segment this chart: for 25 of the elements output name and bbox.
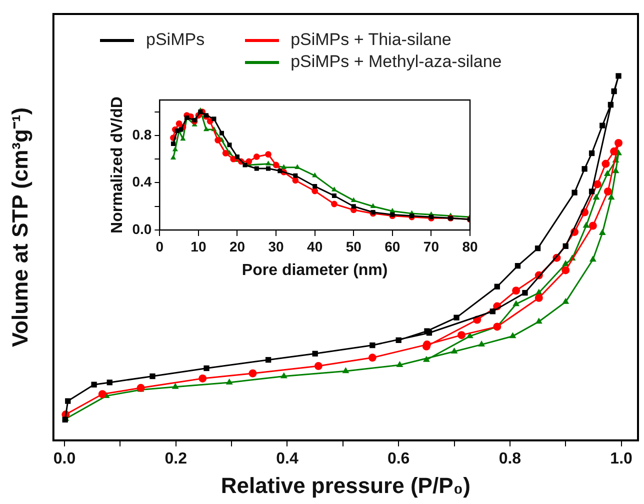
x-axis-title: Relative pressure (P/P₀) [220,472,470,498]
x-tick-label: 50 [346,238,362,254]
y-tick-label: 0.0 [132,220,152,237]
x-tick-label: 0.2 [164,450,188,468]
legend-label: pSiMPs + Methyl-aza-silane [290,52,502,72]
y-axis-title: Volume at STP (cm³g⁻¹) [7,107,32,348]
y-axis-title: Normalized dV/dD [109,96,126,234]
x-tick-label: 0.4 [276,450,298,468]
x-tick-label: 20 [229,238,246,254]
x-tick-label: 0.6 [387,450,410,468]
x-tick-label: 0.0 [53,450,76,468]
x-tick-label: 0.8 [498,450,522,468]
x-tick-label: 80 [462,238,478,254]
x-tick-label: 0 [156,238,164,254]
x-tick-label: 60 [384,238,400,254]
legend-label: pSiMPs [146,30,205,50]
x-tick-label: 40 [307,238,323,254]
y-tick-label: 0.4 [132,174,152,190]
y-tick-label: 0.8 [132,126,152,142]
x-axis-title: Pore diameter (nm) [242,262,388,279]
x-tick-label: 70 [423,238,440,254]
legend-label: pSiMPs + Thia-silane [290,30,452,50]
x-tick-label: 10 [190,238,206,254]
x-tick-label: 30 [268,238,284,254]
x-tick-label: 1.0 [610,450,633,468]
